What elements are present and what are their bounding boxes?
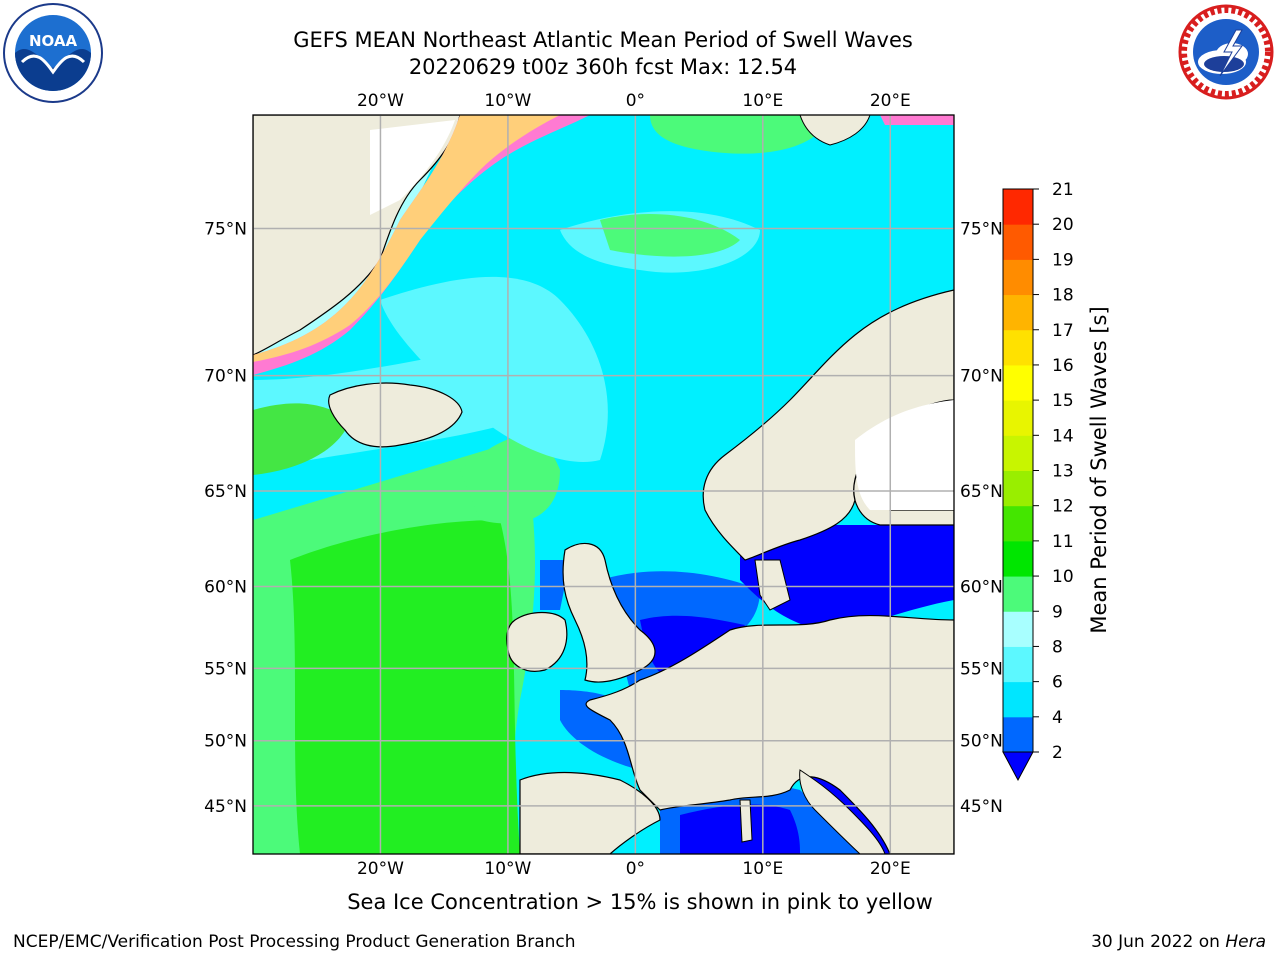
lat-tick-label-left: 55°N <box>204 659 247 679</box>
colorbar-segment <box>1003 224 1033 260</box>
map-caption: Sea Ice Concentration > 15% is shown in … <box>347 890 933 914</box>
colorbar-tick-label: 14 <box>1052 426 1074 446</box>
noaa-logo-icon: NOAA <box>3 3 103 103</box>
lat-tick-label-left: 70°N <box>204 367 247 387</box>
colorbar-tick-label: 16 <box>1052 356 1074 376</box>
lon-tick-label-top: 10°E <box>742 91 783 111</box>
lat-tick-label-right: 70°N <box>960 367 1003 387</box>
colorbar-segment <box>1003 681 1033 718</box>
colorbar-tick-label: 2 <box>1052 743 1063 763</box>
land-denmark <box>754 559 791 611</box>
colorbar-segment <box>1003 505 1033 542</box>
colorbar-segment <box>1003 716 1033 753</box>
lat-tick-label-left: 45°N <box>204 797 247 817</box>
colorbar-extend-arrow <box>1002 751 1034 782</box>
lat-tick-label-left: 60°N <box>204 577 247 597</box>
lon-tick-label-bottom: 20°E <box>870 859 911 879</box>
colorbar-segment <box>1003 576 1033 612</box>
footer-date: 30 Jun 2022 on Hera <box>1091 932 1266 952</box>
swell-patch-north <box>650 115 830 154</box>
colorbar-segment <box>1003 189 1033 225</box>
lat-tick-label-right: 60°N <box>960 577 1003 597</box>
footer-credit: NCEP/EMC/Verification Post Processing Pr… <box>13 932 576 952</box>
lon-tick-label-top: 20°E <box>870 91 911 111</box>
colorbar-segment <box>1003 611 1033 647</box>
nws-logo-icon <box>1178 4 1274 100</box>
lat-tick-label-right: 45°N <box>960 797 1003 817</box>
colorbar-tick-label: 13 <box>1052 462 1074 482</box>
lon-tick-label-bottom: 10°E <box>742 859 783 879</box>
swell-med-inner <box>680 804 800 854</box>
land-italy <box>799 769 886 854</box>
land-svalbard <box>799 115 871 146</box>
colorbar-segment <box>1003 329 1033 366</box>
sea-ice-interior <box>253 115 560 362</box>
map-gridlines <box>253 115 954 854</box>
lat-tick-label-right: 50°N <box>960 732 1003 752</box>
lon-tick-label-top: 0° <box>626 91 645 111</box>
colorbar-tick-label: 6 <box>1052 673 1063 693</box>
colorbar-segment <box>1003 400 1033 436</box>
swell-band-central <box>380 276 608 462</box>
footer-host: Hera <box>1225 932 1266 952</box>
colorbar-segment <box>1003 259 1033 296</box>
swell-iceland-west <box>253 403 350 475</box>
map-frame <box>252 114 955 855</box>
sea-ice-svalbard <box>880 115 954 125</box>
ice-free-gulf-bothnia <box>855 400 954 510</box>
land-continental-europe <box>585 614 954 854</box>
lat-tick-label-right: 55°N <box>960 659 1003 679</box>
swell-faroes <box>460 436 560 524</box>
colorbar-segment <box>1003 470 1033 507</box>
swell-band-10s <box>290 520 520 854</box>
lon-tick-label-top: 10°W <box>484 91 531 111</box>
lon-tick-label-bottom: 10°W <box>484 859 531 879</box>
lat-tick-label-right: 65°N <box>960 482 1003 502</box>
lon-tick-label-top: 20°W <box>357 91 404 111</box>
map-panel <box>253 115 954 854</box>
colorbar-tick-label: 18 <box>1052 286 1074 306</box>
map-tick-labels: 20°W 20°W 10°W 10°W 0° 0° 10°E 10°E 20°E 20°E 75°N… <box>204 91 1003 879</box>
land-great-britain <box>562 542 656 683</box>
land-iceland <box>328 382 463 448</box>
lat-tick-label-left: 65°N <box>204 482 247 502</box>
colorbar-segment <box>1003 435 1033 471</box>
swell-baltic <box>740 525 954 630</box>
colorbar-tick-label: 19 <box>1052 250 1074 270</box>
lon-tick-label-bottom: 20°W <box>357 859 404 879</box>
lon-tick-label-bottom: 0° <box>626 859 645 879</box>
colorbar-segment <box>1003 646 1033 683</box>
footer-date-text: 30 Jun 2022 on <box>1091 932 1226 952</box>
colorbar-tick-label: 20 <box>1052 215 1074 235</box>
chart-subtitle: 20220629 t00z 360h fcst Max: 12.54 <box>408 55 798 79</box>
chart-title: GEFS MEAN Northeast Atlantic Mean Period… <box>293 28 913 52</box>
lat-tick-label-left: 75°N <box>204 219 247 239</box>
colorbar-tick-label: 4 <box>1052 708 1063 728</box>
land-corsica <box>739 799 753 843</box>
noaa-logo-text: NOAA <box>29 32 78 50</box>
colorbar-label: Mean Period of Swell Waves [s] <box>1087 306 1111 633</box>
colorbar-tick-label: 8 <box>1052 637 1063 657</box>
ice-free-greenland-coast <box>370 120 455 215</box>
colorbar: 2 4 6 8 9 10 11 12 13 14 15 16 17 18 19 20 21 <box>1002 180 1074 782</box>
colorbar-tick-label: 11 <box>1052 532 1074 552</box>
swell-north-sea-south <box>640 615 745 680</box>
colorbar-tick-label: 9 <box>1052 602 1063 622</box>
colorbar-segment <box>1003 364 1033 401</box>
colorbar-tick-label: 21 <box>1052 180 1074 200</box>
colorbar-segment <box>1003 294 1033 331</box>
lat-tick-label-right: 75°N <box>960 219 1003 239</box>
land-ireland <box>506 611 568 672</box>
colorbar-tick-label: 17 <box>1052 321 1074 341</box>
lat-tick-label-left: 50°N <box>204 732 247 752</box>
colorbar-tick-label: 12 <box>1052 497 1074 517</box>
colorbar-tick-label: 15 <box>1052 391 1074 411</box>
colorbar-segment <box>1003 540 1033 577</box>
colorbar-tick-label: 10 <box>1052 567 1074 587</box>
land-iberia <box>519 771 661 854</box>
